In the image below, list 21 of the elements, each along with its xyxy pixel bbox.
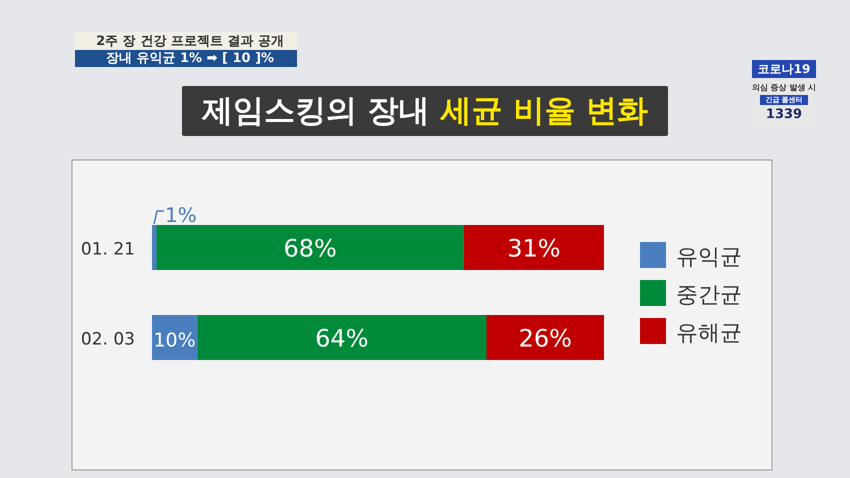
legend-label: 유해균 — [676, 321, 742, 346]
bar — [156, 225, 464, 270]
y-tick-label: 01. 21 — [80, 240, 135, 260]
chart-title: 제임스킹의 장내 세균 비율 변화 — [200, 93, 648, 129]
bar — [464, 225, 604, 270]
bar — [197, 315, 486, 360]
text: 1339 — [766, 107, 802, 122]
text: 코로나19 — [758, 62, 810, 76]
legend-label: 중간균 — [676, 283, 742, 308]
data-label: 26% — [518, 324, 572, 352]
bar — [486, 315, 604, 360]
text: 2주 장 건강 프로젝트 결과 공개 — [96, 34, 284, 49]
y-tick-label: 02. 03 — [80, 330, 135, 350]
data-label: 10% — [153, 330, 196, 352]
data-label: 68% — [284, 234, 337, 262]
data-label: 1% — [165, 203, 197, 227]
text: 의심 증상 발생 시 — [752, 83, 816, 92]
data-label: 31% — [507, 234, 561, 262]
legend-label: 유익균 — [676, 245, 742, 270]
text: 장내 유익균 1% ➡ [ 10 ]% — [106, 51, 274, 66]
data-label: 64% — [315, 324, 369, 352]
